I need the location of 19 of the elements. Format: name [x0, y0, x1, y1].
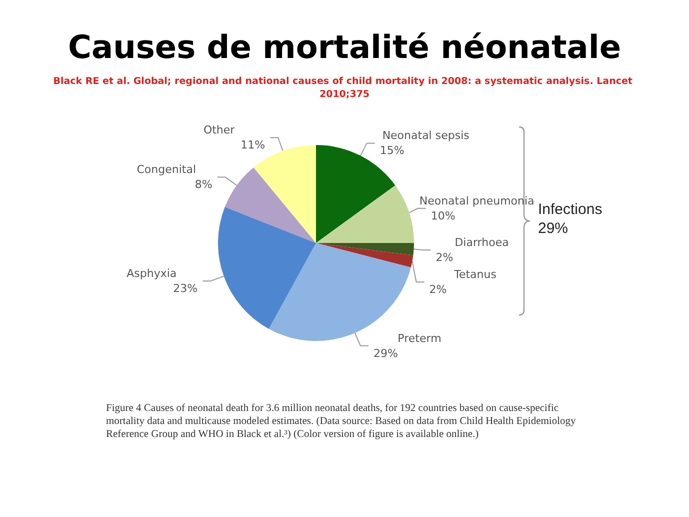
chart-title: Causes de mortalité néonatale [68, 28, 622, 66]
data-label: 11% [240, 138, 266, 152]
data-label: 15% [380, 144, 404, 158]
text: Infections 29% [538, 200, 602, 238]
slice-label: Tetanus [453, 268, 497, 282]
data-label: 10% [430, 209, 456, 222]
data-label: 29% [373, 346, 398, 360]
data-label: 2% [436, 251, 454, 264]
slice-label: Neonatal sepsis [382, 129, 470, 142]
data-label: 23% [173, 282, 198, 295]
slice-label: Asphyxia [126, 266, 177, 280]
chart-subtitle: Black RE et al. Global; regional and national causes of child mortality in 2008: a systematic analysis. Lancet 2010;375 [53, 76, 636, 100]
data-label: 2% [429, 283, 447, 296]
slice-label: Diarrhoea [454, 236, 509, 250]
slice-label: Other [203, 124, 236, 137]
caption: Figure 4 Causes of neonatal death for 3.6 million neonatal deaths, for 192 countries based on cause-specific mortality data and multicause modeled estimates. (Data source: Based on data from Child Health Epidemiology Reference Group and WHO in Black et al.³) (Color version of figure is available online.) [106, 402, 576, 441]
slice-label: Congenital [136, 163, 196, 176]
slice-label: Preterm [398, 332, 442, 345]
data-label: 8% [194, 178, 212, 192]
